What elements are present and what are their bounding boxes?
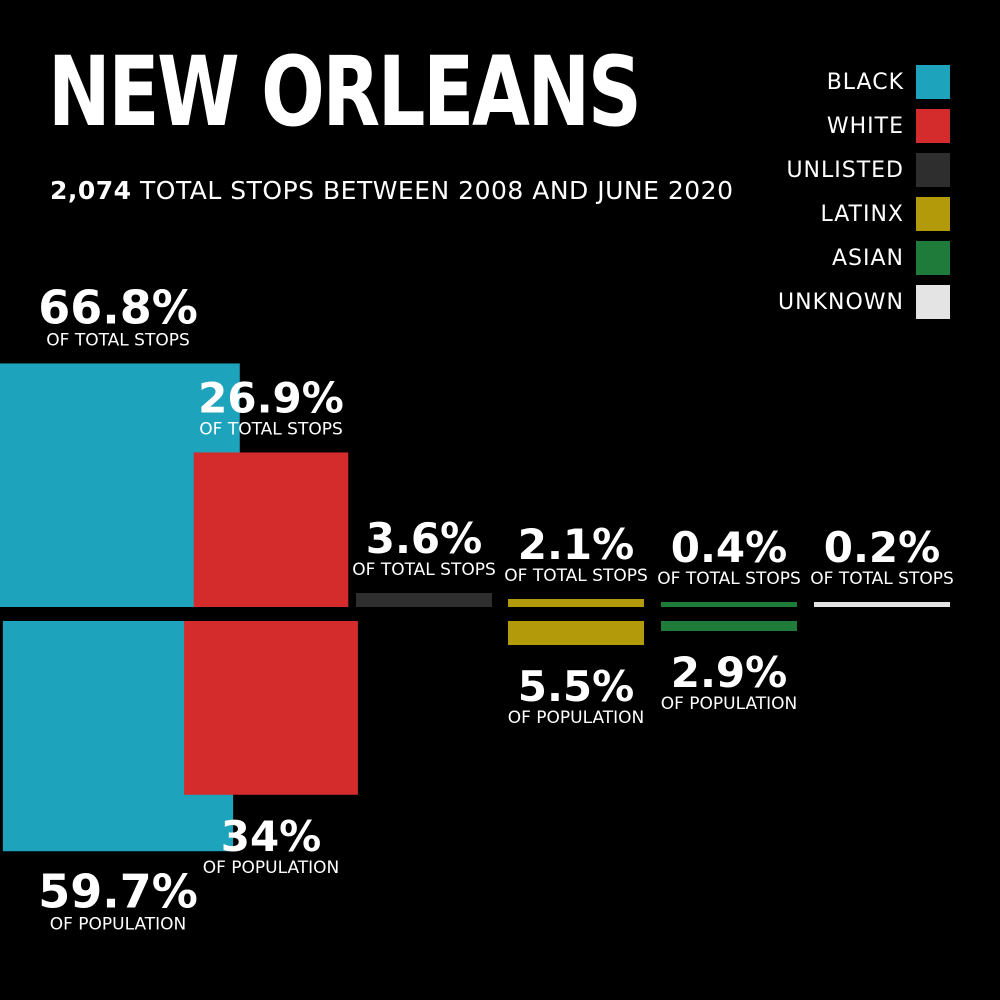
bar-stops-unlisted xyxy=(356,593,492,607)
legend-swatch xyxy=(916,153,950,187)
bar-stops-unknown xyxy=(814,602,950,607)
subtitle-text: TOTAL STOPS BETWEEN 2008 AND JUNE 2020 xyxy=(140,176,734,205)
label-stops-unknown-caption: OF TOTAL STOPS xyxy=(810,569,954,589)
subtitle: 2,074 TOTAL STOPS BETWEEN 2008 AND JUNE … xyxy=(50,176,733,205)
legend-item-white: WHITE xyxy=(778,104,950,148)
legend-label: WHITE xyxy=(826,113,904,139)
bar-stops-white xyxy=(193,452,349,607)
bar-stops-asian xyxy=(661,602,797,607)
label-stops-unlisted-value: 3.6% xyxy=(366,514,482,563)
label-stops-latinx-value: 2.1% xyxy=(518,520,634,569)
total-stops-count: 2,074 xyxy=(50,176,132,205)
legend-label: BLACK xyxy=(826,69,904,95)
bar-population-latinx xyxy=(508,621,644,645)
legend-item-black: BLACK xyxy=(778,60,950,104)
page-title: NEW ORLEANS xyxy=(48,36,642,148)
label-stops-white-value: 26.9% xyxy=(198,373,344,422)
label-stops-black-caption: OF TOTAL STOPS xyxy=(46,330,190,350)
legend-swatch xyxy=(916,197,950,231)
legend-label: ASIAN xyxy=(831,245,904,271)
legend-item-unlisted: UNLISTED xyxy=(778,148,950,192)
label-population-asian-caption: OF POPULATION xyxy=(661,694,798,714)
legend-item-latinx: LATINX xyxy=(778,192,950,236)
legend-swatch xyxy=(916,65,950,99)
label-population-latinx-caption: OF POPULATION xyxy=(508,708,645,728)
legend-label: UNLISTED xyxy=(786,157,904,183)
label-stops-asian-caption: OF TOTAL STOPS xyxy=(657,569,801,589)
legend-swatch xyxy=(916,241,950,275)
label-population-white-value: 34% xyxy=(221,812,322,861)
label-population-black-value: 59.7% xyxy=(38,864,198,918)
label-population-latinx-value: 5.5% xyxy=(518,662,634,711)
legend-item-asian: ASIAN xyxy=(778,236,950,280)
label-stops-asian-value: 0.4% xyxy=(671,523,787,572)
label-population-black-caption: OF POPULATION xyxy=(50,914,187,934)
label-population-asian-value: 2.9% xyxy=(671,648,787,697)
legend-item-unknown: UNKNOWN xyxy=(778,280,950,324)
legend-swatch xyxy=(916,285,950,319)
label-stops-white-caption: OF TOTAL STOPS xyxy=(199,419,343,439)
bar-stops-latinx xyxy=(508,599,644,607)
bar-population-white xyxy=(184,621,358,795)
label-stops-black-value: 66.8% xyxy=(38,280,198,334)
label-stops-latinx-caption: OF TOTAL STOPS xyxy=(504,566,648,586)
label-population-white-caption: OF POPULATION xyxy=(203,858,340,878)
legend: BLACK WHITE UNLISTED LATINX ASIAN UNKNOW… xyxy=(778,60,950,324)
label-stops-unknown-value: 0.2% xyxy=(824,523,940,572)
bar-population-asian xyxy=(661,621,797,631)
legend-swatch xyxy=(916,109,950,143)
legend-label: LATINX xyxy=(820,201,904,227)
legend-label: UNKNOWN xyxy=(778,289,904,315)
label-stops-unlisted-caption: OF TOTAL STOPS xyxy=(352,560,496,580)
